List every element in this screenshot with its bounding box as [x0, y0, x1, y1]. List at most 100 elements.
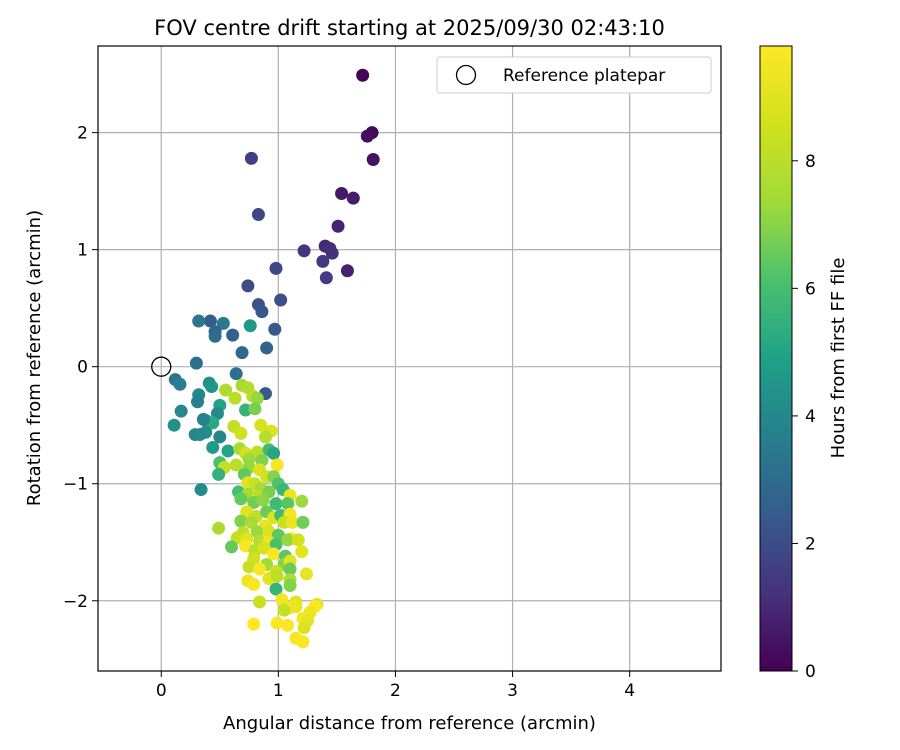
data-point [229, 458, 243, 472]
data-point [281, 533, 295, 547]
data-point [243, 319, 257, 333]
data-point [247, 577, 261, 591]
data-point [203, 314, 217, 328]
data-point [193, 428, 207, 442]
x-tick-label: 1 [273, 681, 284, 701]
data-point [360, 129, 374, 143]
data-point [316, 254, 330, 268]
colorbar-tick-label: 4 [805, 407, 816, 427]
chart-title: FOV centre drift starting at 2025/09/30 … [154, 16, 665, 40]
y-axis-label: Rotation from reference (arcmin) [24, 210, 45, 506]
y-axis-ticks: −2 −1 0 1 2 [63, 124, 98, 612]
data-point [283, 562, 297, 576]
plot-area-frame [97, 45, 722, 672]
data-point [167, 418, 181, 432]
data-points [167, 68, 380, 649]
data-point [297, 621, 311, 635]
data-point [281, 497, 295, 511]
data-point [212, 521, 226, 535]
data-point [235, 346, 249, 360]
data-point [221, 444, 235, 458]
legend-box [436, 56, 712, 94]
colorbar-ticks: 0 2 4 6 8 [792, 152, 816, 682]
data-point [275, 593, 289, 607]
data-point [219, 383, 233, 397]
data-point [208, 329, 222, 343]
data-point [256, 493, 270, 507]
y-tick-label: −2 [63, 592, 88, 612]
data-point [174, 404, 188, 418]
data-point [297, 244, 311, 258]
data-point [269, 582, 283, 596]
data-point [269, 261, 283, 275]
data-point [289, 600, 303, 614]
data-point [254, 418, 268, 432]
data-point [228, 391, 242, 405]
data-point [335, 186, 349, 200]
data-point [285, 515, 299, 529]
colorbar: 0 2 4 6 8 Hours from first FF file [759, 45, 849, 682]
legend-marker [455, 64, 477, 86]
data-point [234, 514, 248, 528]
data-point [267, 446, 281, 460]
data-point [268, 322, 282, 336]
y-tick-label: 1 [77, 241, 88, 261]
data-point [260, 341, 274, 355]
colorbar-tick-label: 2 [805, 534, 816, 554]
data-point [253, 562, 267, 576]
data-point [331, 219, 345, 233]
data-point [248, 402, 262, 416]
y-tick-label: 0 [77, 358, 88, 378]
data-point [253, 595, 267, 609]
data-point [281, 618, 295, 632]
data-point [270, 569, 284, 583]
data-point [291, 533, 305, 547]
data-point [340, 264, 354, 278]
data-point [213, 430, 227, 444]
data-point [257, 541, 271, 555]
data-point [325, 246, 339, 260]
colorbar-tick-label: 8 [805, 152, 816, 172]
data-point [242, 560, 256, 574]
x-axis-label: Angular distance from reference (arcmin) [223, 713, 596, 734]
data-point [189, 356, 203, 370]
data-point [247, 617, 261, 631]
legend-label: Reference platepar [503, 66, 665, 86]
legend: Reference platepar [436, 56, 712, 94]
data-point [274, 293, 288, 307]
data-point [244, 515, 258, 529]
x-tick-label: 4 [624, 681, 635, 701]
data-point [206, 440, 220, 454]
data-point [255, 305, 269, 319]
data-point [192, 314, 206, 328]
data-point [244, 151, 258, 165]
data-point [250, 391, 264, 405]
data-point [270, 458, 284, 472]
data-point [270, 616, 284, 630]
x-tick-label: 2 [390, 681, 401, 701]
data-point [173, 377, 187, 391]
data-point [251, 208, 265, 222]
data-point [283, 579, 297, 593]
reference-marker [151, 356, 172, 377]
data-point [356, 68, 370, 82]
y-tick-label: 2 [77, 124, 88, 144]
data-point [295, 545, 309, 559]
colorbar-label: Hours from first FF file [828, 258, 849, 459]
data-point [234, 426, 248, 440]
x-tick-label: 0 [156, 681, 167, 701]
data-point [366, 153, 380, 167]
data-point [229, 367, 243, 381]
data-point [216, 316, 230, 330]
data-point [269, 497, 283, 511]
data-point [319, 271, 333, 285]
colorbar-tick-label: 6 [805, 279, 816, 299]
data-point [225, 540, 238, 554]
data-point [234, 492, 248, 506]
data-point [295, 494, 309, 508]
data-point [191, 395, 205, 409]
data-point [226, 328, 240, 342]
data-point [196, 412, 210, 426]
data-point [212, 467, 226, 481]
